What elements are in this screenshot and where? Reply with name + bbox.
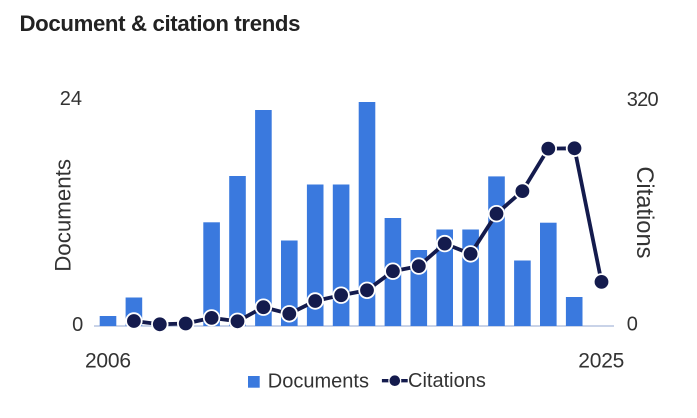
svg-text:Citations: Citations — [408, 370, 486, 392]
svg-text:Document & citation trends: Document & citation trends — [20, 11, 301, 36]
svg-text:Documents: Documents — [268, 371, 369, 393]
svg-text:0: 0 — [72, 314, 83, 336]
svg-text:2025: 2025 — [578, 349, 624, 372]
svg-text:Citations: Citations — [631, 166, 657, 258]
svg-text:Documents: Documents — [51, 159, 76, 272]
svg-text:0: 0 — [627, 313, 638, 335]
svg-text:24: 24 — [60, 88, 82, 110]
svg-text:2006: 2006 — [85, 349, 131, 372]
svg-text:320: 320 — [627, 89, 659, 111]
